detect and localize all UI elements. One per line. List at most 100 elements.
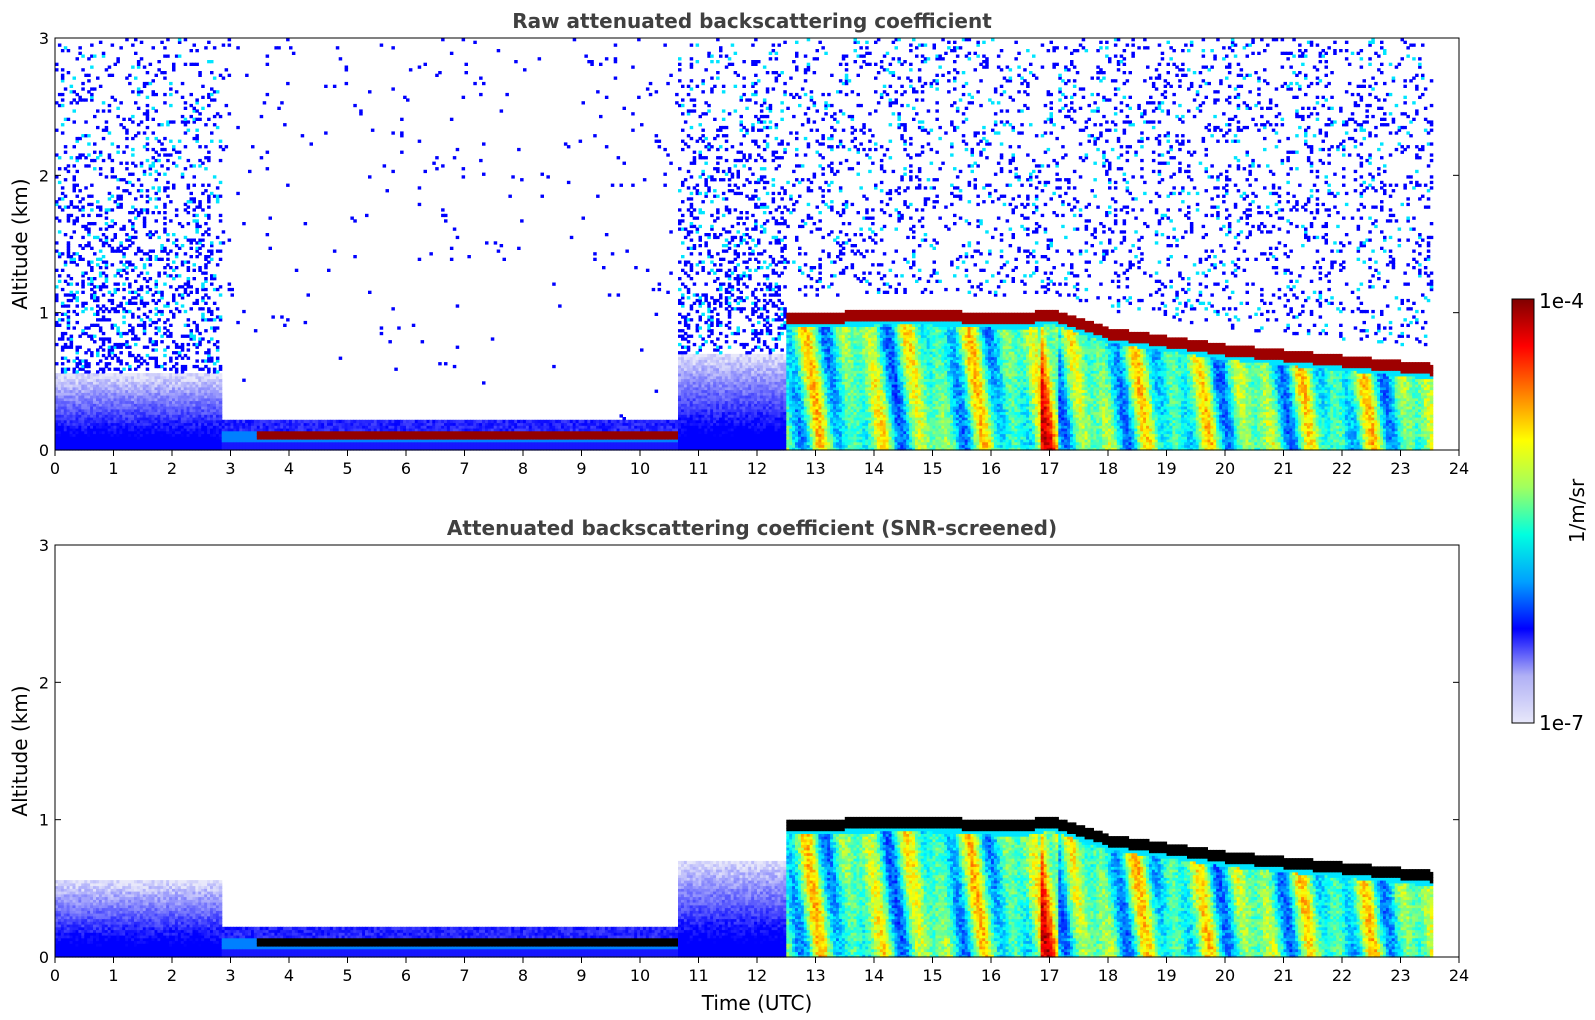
heatmap-cell	[61, 98, 65, 101]
heatmap-cell	[131, 326, 135, 329]
heatmap-cell	[81, 291, 85, 294]
heatmap-cell	[73, 90, 77, 93]
heatmap-cell	[152, 250, 156, 253]
heatmap-cell	[207, 214, 211, 217]
heatmap-cell	[266, 233, 270, 236]
heatmap-cell	[225, 68, 229, 71]
heatmap-cell	[93, 167, 97, 170]
heatmap-cell	[114, 222, 118, 225]
heatmap-cell	[105, 126, 109, 129]
heatmap-cell	[152, 79, 156, 82]
heatmap-cell	[391, 170, 395, 173]
heatmap-cell	[345, 82, 349, 85]
heatmap-cell	[61, 74, 65, 77]
heatmap-cell	[140, 272, 144, 275]
heatmap-cell	[219, 159, 223, 162]
heatmap-cell	[163, 77, 167, 80]
heatmap-cell	[67, 49, 71, 52]
heatmap-cell	[73, 77, 77, 80]
heatmap-cell	[67, 359, 71, 362]
heatmap-cell	[116, 145, 120, 148]
heatmap-cell	[175, 252, 179, 255]
heatmap-cell	[198, 225, 202, 228]
heatmap-cell	[105, 337, 109, 340]
heatmap-cell	[105, 362, 109, 365]
heatmap-cell	[122, 151, 126, 154]
heatmap-cell	[128, 236, 132, 239]
heatmap-cell	[207, 156, 211, 159]
heatmap-cell	[119, 46, 123, 49]
heatmap-cell	[187, 324, 191, 327]
heatmap-cell	[163, 148, 167, 151]
heatmap-cell	[155, 93, 159, 96]
heatmap-cell	[90, 247, 94, 250]
heatmap-cell	[207, 368, 211, 371]
heatmap-cell	[143, 131, 147, 134]
heatmap-cell	[172, 63, 176, 66]
heatmap-cell	[198, 200, 202, 203]
heatmap-cell	[193, 335, 197, 338]
heatmap-cell	[105, 285, 109, 288]
heatmap-cell	[93, 335, 97, 338]
heatmap-cell	[207, 206, 211, 209]
heatmap-cell	[58, 206, 62, 209]
heatmap-cell	[181, 173, 185, 176]
heatmap-cell	[219, 219, 223, 222]
heatmap-cell	[169, 250, 173, 253]
heatmap-cell	[70, 277, 74, 280]
heatmap-cell	[207, 296, 211, 299]
heatmap-cell	[160, 41, 164, 44]
heatmap-cell	[210, 337, 214, 340]
heatmap-cell	[146, 96, 150, 99]
top-heatmap	[55, 38, 1433, 451]
heatmap-cell	[90, 307, 94, 310]
heatmap-cell	[166, 186, 170, 189]
heatmap-cell	[213, 302, 217, 305]
heatmap-cell	[61, 93, 65, 96]
heatmap-cell	[116, 115, 120, 118]
heatmap-cell	[163, 321, 167, 324]
heatmap-cell	[201, 184, 205, 187]
heatmap-cell	[131, 66, 135, 69]
heatmap-cell	[140, 189, 144, 192]
heatmap-cell	[152, 299, 156, 302]
heatmap-cell	[280, 101, 284, 104]
heatmap-cell	[163, 373, 167, 376]
heatmap-cell	[187, 277, 191, 280]
heatmap-cell	[81, 310, 85, 313]
heatmap-cell	[190, 115, 194, 118]
heatmap-cell	[70, 200, 74, 203]
heatmap-cell	[388, 340, 392, 343]
heatmap-cell	[146, 126, 150, 129]
heatmap-cell	[61, 68, 65, 71]
heatmap-cell	[163, 332, 167, 335]
heatmap-cell	[204, 272, 208, 275]
heatmap-cell	[67, 315, 71, 318]
heatmap-cell	[122, 118, 126, 121]
heatmap-cell	[64, 87, 68, 90]
heatmap-cell	[169, 104, 173, 107]
heatmap-cell	[87, 74, 91, 77]
heatmap-cell	[58, 104, 62, 107]
heatmap-cell	[193, 197, 197, 200]
heatmap-cell	[195, 219, 199, 222]
heatmap-cell	[201, 283, 205, 286]
heatmap-cell	[157, 60, 161, 63]
heatmap-cell	[134, 197, 138, 200]
heatmap-cell	[76, 283, 80, 286]
heatmap-cell	[131, 115, 135, 118]
heatmap-cell	[58, 167, 62, 170]
heatmap-cell	[84, 120, 88, 123]
heatmap-cell	[99, 228, 103, 231]
heatmap-cell	[175, 302, 179, 305]
heatmap-cell	[292, 52, 296, 55]
heatmap-cell	[190, 49, 194, 52]
heatmap-cell	[204, 277, 208, 280]
heatmap-cell	[76, 263, 80, 266]
heatmap-cell	[155, 230, 159, 233]
heatmap-cell	[90, 184, 94, 187]
heatmap-cell	[187, 222, 191, 225]
heatmap-cell	[128, 373, 132, 376]
heatmap-cell	[64, 332, 68, 335]
heatmap-cell	[152, 211, 156, 214]
